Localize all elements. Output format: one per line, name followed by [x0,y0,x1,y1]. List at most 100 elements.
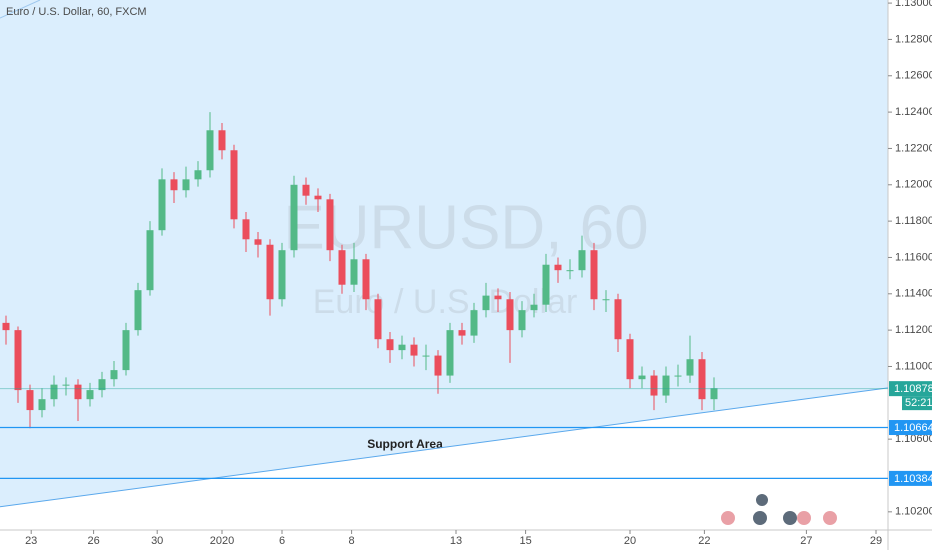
level-badge [889,470,932,486]
candle-body [182,179,190,191]
candle-body [698,359,706,400]
level-badge [889,420,932,436]
x-tick-label: 13 [450,535,462,547]
candle-body [14,330,22,391]
y-tick-label: 1.12600 [895,70,932,82]
candle-body [686,359,694,376]
candle-body [230,150,238,220]
x-tick-label: 26 [87,535,99,547]
x-tick-label: 6 [279,535,285,547]
level-label: 1.10664 [894,422,932,434]
candle-body [266,244,274,300]
event-icon [753,511,767,525]
x-tick-label: 22 [698,535,710,547]
candle-body [458,330,466,336]
candle-body [86,390,94,400]
candle-body [278,250,286,300]
candle-body [206,130,214,171]
candle-body [446,330,454,376]
candle-body [98,379,106,391]
level-label: 1.10384 [894,473,932,485]
watermark-name: Euro / U.S. Dollar [313,283,578,321]
candle-body [434,355,442,376]
event-icon [823,511,837,525]
drawing-line [0,0,41,19]
y-tick-label: 1.10600 [895,433,932,445]
y-tick-label: 1.12400 [895,106,932,118]
candle-body [590,250,598,300]
candle-body [470,310,478,336]
candle-body [110,370,118,380]
candle-body [302,184,310,196]
annotation: Support Area [367,437,443,451]
event-icon [797,511,811,525]
candle-body [326,199,334,251]
candle-body [614,299,622,340]
candle-body [710,388,718,400]
candle-body [638,375,646,380]
candle-body [566,270,574,272]
candle-body [218,130,226,151]
x-tick-label: 2020 [210,535,234,547]
candle-body [542,264,550,305]
candle-body [626,339,634,380]
candle-body [134,290,142,331]
candle-body [362,259,370,300]
candle-body [170,179,178,191]
candle-body [578,250,586,271]
event-icon [721,511,735,525]
x-tick-label: 8 [349,535,355,547]
candle-body [26,390,34,411]
candle-body [2,322,10,331]
candle-body [50,384,58,400]
candle-body [602,299,610,301]
x-tick-label: 20 [624,535,636,547]
x-tick-label: 15 [519,535,531,547]
candle-body [146,230,154,291]
chart-title: Euro / U.S. Dollar, 60, FXCM [6,6,147,18]
countdown-badge [902,396,932,411]
candle-body [482,295,490,311]
y-tick-label: 1.12200 [895,142,932,154]
candle-body [530,304,538,311]
candle-body [122,330,130,371]
candle-body [158,179,166,231]
candle-body [494,295,502,300]
x-tick-label: 23 [25,535,37,547]
candle-body [38,399,46,411]
y-tick-label: 1.10200 [895,506,932,518]
candle-body [554,264,562,271]
y-tick-label: 1.11200 [895,324,932,336]
y-tick-label: 1.12000 [895,179,932,191]
last-price-badge [889,381,932,397]
candle-body [506,299,514,331]
x-tick-label: 27 [800,535,812,547]
candle-body [662,375,670,396]
y-tick-label: 1.11000 [895,360,932,372]
candle-body [74,384,82,400]
event-icons [721,492,837,525]
candle-body [194,170,202,180]
candle-body [242,219,250,240]
y-tick-label: 1.13000 [895,0,932,9]
x-tick-label: 29 [870,535,882,547]
event-icon [754,492,770,508]
candle-body [650,375,658,396]
event-icon [783,511,797,525]
candle-body [410,344,418,356]
candle-body [290,184,298,251]
y-tick-label: 1.12800 [895,33,932,45]
candle-body [314,195,322,200]
candle-body [338,250,346,285]
trendline [0,387,889,508]
candle-body [254,239,262,245]
x-tick-label: 30 [151,535,163,547]
candle-body [422,355,430,357]
y-tick-label: 1.11600 [895,251,932,263]
last-price-label: 1.10878 [894,383,932,395]
candle-body [518,310,526,331]
candle-body [398,344,406,351]
candle-body [674,375,682,377]
